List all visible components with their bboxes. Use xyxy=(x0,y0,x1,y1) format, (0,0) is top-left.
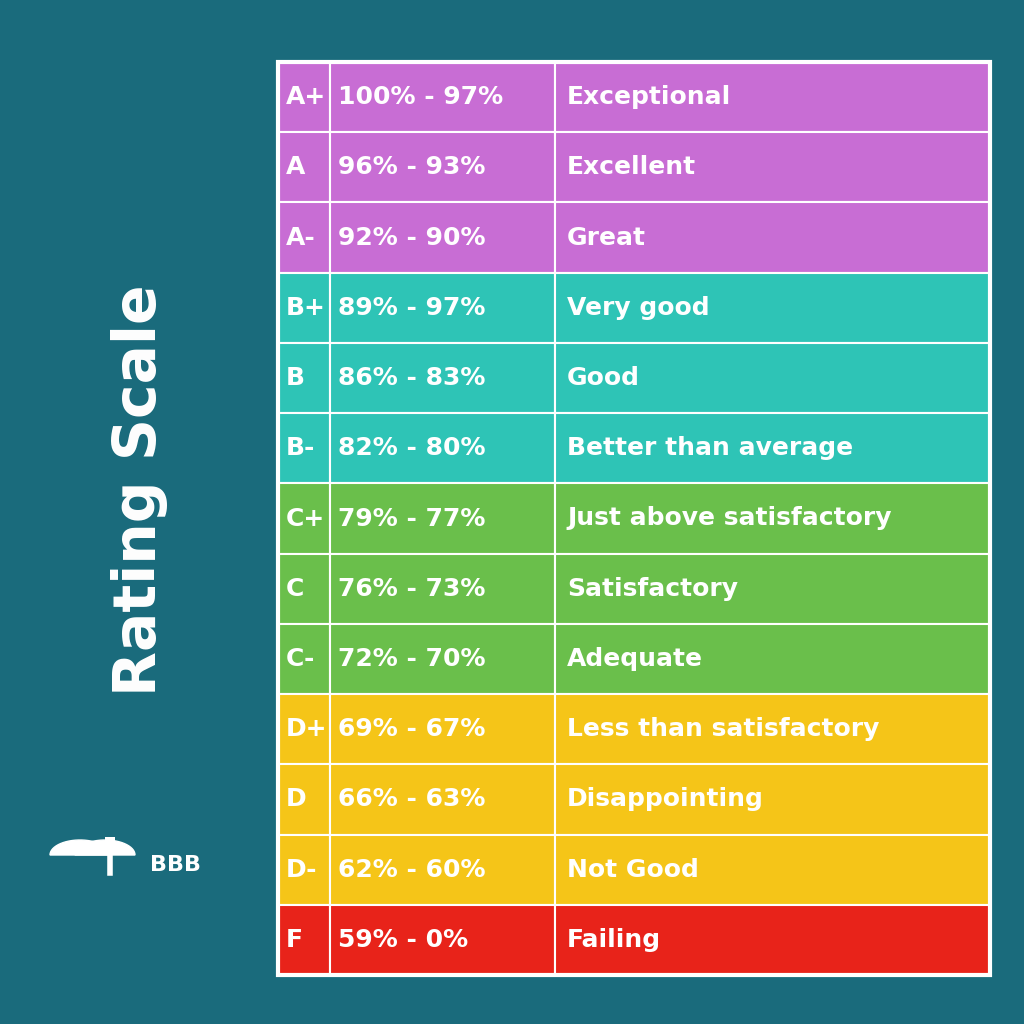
Bar xyxy=(278,554,330,624)
Bar xyxy=(555,624,990,694)
Text: Good: Good xyxy=(567,366,640,390)
Bar xyxy=(555,132,990,203)
Text: C: C xyxy=(286,577,304,601)
Bar xyxy=(330,905,555,975)
Bar xyxy=(555,413,990,483)
Bar xyxy=(278,413,330,483)
Text: D: D xyxy=(286,787,306,811)
Bar xyxy=(278,905,330,975)
Bar xyxy=(330,624,555,694)
Bar xyxy=(555,554,990,624)
Bar xyxy=(555,203,990,272)
Text: 89% - 97%: 89% - 97% xyxy=(338,296,485,319)
Bar xyxy=(330,272,555,343)
Bar xyxy=(555,694,990,764)
Bar xyxy=(555,905,990,975)
Text: 72% - 70%: 72% - 70% xyxy=(338,647,485,671)
Text: BBB: BBB xyxy=(150,855,201,874)
Bar xyxy=(278,132,330,203)
Text: 69% - 67%: 69% - 67% xyxy=(338,717,485,741)
Text: D-: D- xyxy=(286,858,317,882)
Bar xyxy=(278,764,330,835)
Polygon shape xyxy=(75,840,135,855)
Text: Less than satisfactory: Less than satisfactory xyxy=(567,717,880,741)
Bar xyxy=(555,764,990,835)
Bar xyxy=(330,343,555,413)
Text: B: B xyxy=(286,366,305,390)
Text: 62% - 60%: 62% - 60% xyxy=(338,858,485,882)
Bar xyxy=(555,483,990,554)
Text: Better than average: Better than average xyxy=(567,436,853,460)
Polygon shape xyxy=(50,840,110,855)
Text: 66% - 63%: 66% - 63% xyxy=(338,787,485,811)
Text: Satisfactory: Satisfactory xyxy=(567,577,738,601)
Text: 79% - 77%: 79% - 77% xyxy=(338,507,485,530)
Text: B-: B- xyxy=(286,436,315,460)
Bar xyxy=(330,203,555,272)
Bar xyxy=(278,694,330,764)
Bar xyxy=(555,343,990,413)
Text: Failing: Failing xyxy=(567,928,662,952)
Bar xyxy=(330,413,555,483)
Text: B+: B+ xyxy=(286,296,326,319)
Text: Very good: Very good xyxy=(567,296,710,319)
Bar xyxy=(330,554,555,624)
Text: C-: C- xyxy=(286,647,315,671)
Text: A: A xyxy=(286,156,305,179)
Bar xyxy=(555,62,990,132)
Text: 86% - 83%: 86% - 83% xyxy=(338,366,485,390)
Text: Not Good: Not Good xyxy=(567,858,698,882)
Bar xyxy=(278,62,330,132)
Text: F: F xyxy=(286,928,303,952)
Text: 59% - 0%: 59% - 0% xyxy=(338,928,468,952)
Bar xyxy=(330,694,555,764)
Text: Excellent: Excellent xyxy=(567,156,696,179)
Bar xyxy=(330,764,555,835)
Text: Rating Scale: Rating Scale xyxy=(112,285,169,696)
Bar xyxy=(278,483,330,554)
Bar xyxy=(278,203,330,272)
Bar xyxy=(278,343,330,413)
Text: A+: A+ xyxy=(286,85,326,110)
Text: 76% - 73%: 76% - 73% xyxy=(338,577,485,601)
Bar xyxy=(330,835,555,905)
Bar xyxy=(330,483,555,554)
Text: D+: D+ xyxy=(286,717,328,741)
Text: Great: Great xyxy=(567,225,646,250)
Text: Adequate: Adequate xyxy=(567,647,703,671)
Text: C+: C+ xyxy=(286,507,325,530)
Text: A-: A- xyxy=(286,225,315,250)
Text: 82% - 80%: 82% - 80% xyxy=(338,436,485,460)
Bar xyxy=(278,624,330,694)
Bar xyxy=(105,837,115,855)
Text: 100% - 97%: 100% - 97% xyxy=(338,85,503,110)
Bar xyxy=(555,835,990,905)
Bar xyxy=(555,272,990,343)
Text: Just above satisfactory: Just above satisfactory xyxy=(567,507,892,530)
Bar xyxy=(278,835,330,905)
Bar xyxy=(330,132,555,203)
Text: Exceptional: Exceptional xyxy=(567,85,731,110)
Bar xyxy=(330,62,555,132)
Text: 96% - 93%: 96% - 93% xyxy=(338,156,485,179)
Bar xyxy=(278,62,990,975)
Text: 92% - 90%: 92% - 90% xyxy=(338,225,485,250)
Bar xyxy=(278,272,330,343)
Text: Disappointing: Disappointing xyxy=(567,787,764,811)
